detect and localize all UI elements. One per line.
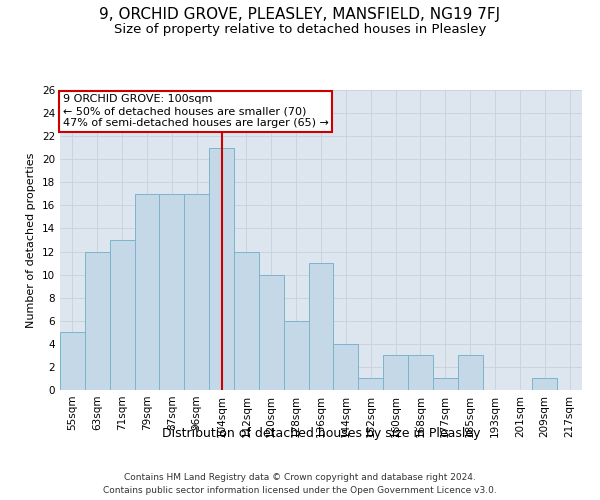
Y-axis label: Number of detached properties: Number of detached properties bbox=[26, 152, 37, 328]
Text: Size of property relative to detached houses in Pleasley: Size of property relative to detached ho… bbox=[114, 22, 486, 36]
Bar bbox=[408, 356, 433, 390]
Bar bbox=[532, 378, 557, 390]
Bar bbox=[234, 252, 259, 390]
Bar bbox=[308, 263, 334, 390]
Bar bbox=[458, 356, 482, 390]
Bar bbox=[110, 240, 134, 390]
Text: Distribution of detached houses by size in Pleasley: Distribution of detached houses by size … bbox=[162, 428, 480, 440]
Bar bbox=[259, 274, 284, 390]
Text: Contains HM Land Registry data © Crown copyright and database right 2024.
Contai: Contains HM Land Registry data © Crown c… bbox=[103, 474, 497, 495]
Text: 9 ORCHID GROVE: 100sqm
← 50% of detached houses are smaller (70)
47% of semi-det: 9 ORCHID GROVE: 100sqm ← 50% of detached… bbox=[62, 94, 328, 128]
Bar bbox=[85, 252, 110, 390]
Bar bbox=[284, 321, 308, 390]
Text: 9, ORCHID GROVE, PLEASLEY, MANSFIELD, NG19 7FJ: 9, ORCHID GROVE, PLEASLEY, MANSFIELD, NG… bbox=[100, 8, 500, 22]
Bar bbox=[160, 194, 184, 390]
Bar bbox=[433, 378, 458, 390]
Bar bbox=[134, 194, 160, 390]
Bar bbox=[334, 344, 358, 390]
Bar bbox=[184, 194, 209, 390]
Bar bbox=[60, 332, 85, 390]
Bar bbox=[358, 378, 383, 390]
Bar bbox=[383, 356, 408, 390]
Bar bbox=[209, 148, 234, 390]
